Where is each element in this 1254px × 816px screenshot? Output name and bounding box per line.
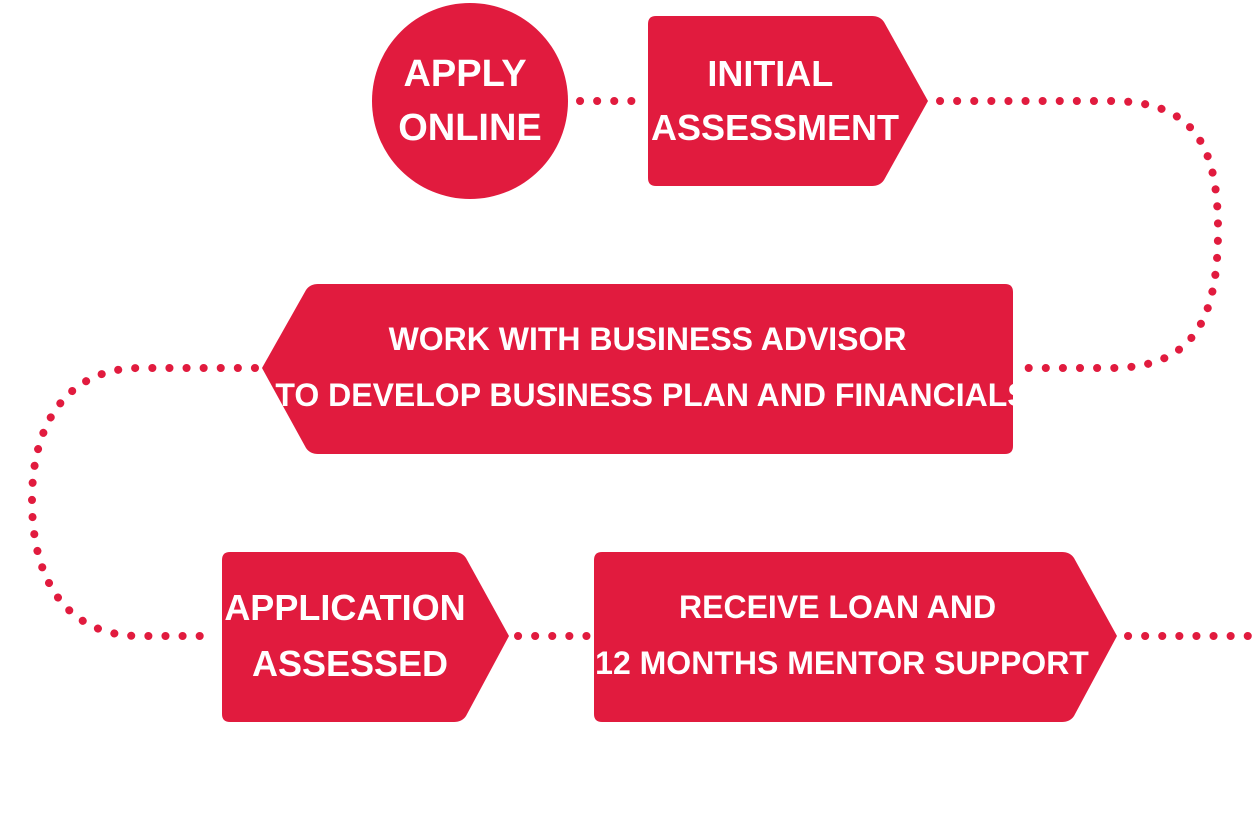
- step-label-line: WORK WITH BUSINESS ADVISOR: [389, 321, 907, 357]
- svg-text:APPLY ONLINE: APPLY ONLINE: [398, 53, 542, 149]
- step-label-line: ONLINE: [398, 107, 542, 149]
- svg-text:INITIAL ASSESSMENT: INITIAL ASSESSMENT: [651, 53, 899, 148]
- step-receive-loan: RECEIVE LOAN AND 12 MONTHS MENTOR SUPPOR…: [594, 552, 1117, 722]
- step-shape: [648, 16, 928, 186]
- svg-text:APPLICATION ASSESSED: APPLICATION ASSESSED: [224, 587, 475, 684]
- step-label-line: ASSESSMENT: [651, 107, 899, 148]
- step-label-line: ASSESSED: [252, 643, 448, 684]
- step-label-line: TO DEVELOP BUSINESS PLAN AND FINANCIALS: [275, 377, 1028, 413]
- connector-initial-to-advisor: [936, 97, 1223, 372]
- step-label-line: 12 MONTHS MENTOR SUPPORT: [595, 645, 1089, 681]
- step-apply-online: APPLY ONLINE: [372, 3, 568, 199]
- step-shape: [372, 3, 568, 199]
- step-label-line: APPLICATION: [224, 587, 465, 628]
- step-shape: [262, 284, 1013, 454]
- step-label-line: INITIAL: [707, 53, 832, 94]
- step-shape: [222, 552, 509, 722]
- step-shape: [594, 552, 1117, 722]
- connector-advisor-to-assessed: [27, 364, 259, 640]
- step-label-line: APPLY: [403, 53, 526, 95]
- step-work-with-business-advisor: WORK WITH BUSINESS ADVISOR TO DEVELOP BU…: [262, 284, 1029, 454]
- step-label-line: RECEIVE LOAN AND: [679, 589, 996, 625]
- svg-text:WORK WITH BUSINESS ADVISOR: WORK WITH BUSINESS ADVISOR TO DEVELOP BU…: [275, 321, 1028, 413]
- dotted-connectors: [27, 97, 1254, 640]
- svg-text:RECEIVE LOAN AND 12 MO: RECEIVE LOAN AND 12 MONTHS MENTOR SUPPOR…: [595, 589, 1089, 681]
- step-initial-assessment: INITIAL ASSESSMENT: [648, 16, 928, 186]
- step-application-assessed: APPLICATION ASSESSED: [222, 552, 509, 722]
